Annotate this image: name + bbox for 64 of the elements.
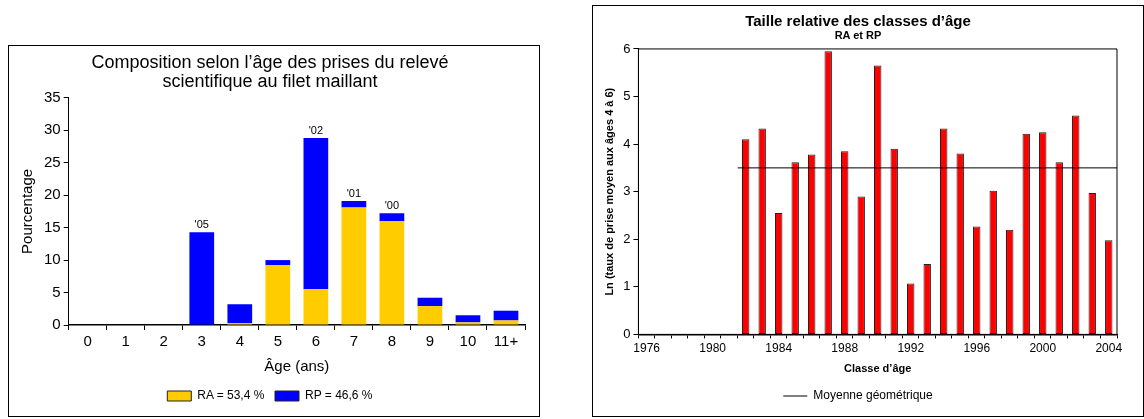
bar bbox=[227, 304, 253, 324]
x-tick-label: 1 bbox=[121, 332, 130, 350]
x-tick-label: 2004 bbox=[1095, 340, 1123, 355]
x-tick-label: 10 bbox=[459, 332, 477, 350]
y-tick-label: 35 bbox=[44, 87, 61, 105]
x-tick-label: 2 bbox=[159, 332, 168, 350]
x-tick-label: 7 bbox=[349, 332, 359, 350]
annotation: '01 bbox=[346, 186, 362, 199]
y-tick-label: 10 bbox=[44, 250, 61, 268]
x-tick-label: 4 bbox=[235, 332, 244, 350]
x-tick-label: 8 bbox=[387, 332, 397, 350]
chart-subtitle: RA et RP bbox=[834, 29, 882, 42]
y-tick-label: 20 bbox=[44, 185, 61, 203]
bar bbox=[493, 320, 519, 325]
x-axis-title: Âge (ans) bbox=[264, 357, 330, 375]
bar bbox=[303, 289, 329, 325]
y-tick-label: 0 bbox=[52, 315, 61, 333]
x-tick-label: 9 bbox=[425, 332, 435, 350]
y-tick-label: 30 bbox=[44, 120, 61, 138]
legend-label: RP = 46,6 % bbox=[305, 388, 373, 403]
x-tick-label: 2000 bbox=[1029, 340, 1057, 355]
y-tick-label: 5 bbox=[623, 88, 631, 104]
bar bbox=[341, 207, 367, 325]
bar bbox=[379, 213, 405, 222]
bar bbox=[379, 221, 405, 325]
y-tick-label: 3 bbox=[623, 183, 631, 199]
x-tick-label: 1988 bbox=[831, 340, 859, 355]
x-tick-label: 1984 bbox=[765, 340, 793, 355]
y-tick-label: 1 bbox=[623, 278, 631, 294]
bar bbox=[265, 260, 291, 266]
y-tick-label: 5 bbox=[52, 282, 61, 300]
x-tick-label: 0 bbox=[83, 332, 92, 350]
x-tick-label: 1976 bbox=[633, 340, 661, 355]
x-axis-title: Classe d’âge bbox=[844, 362, 912, 375]
legend-label: Moyenne géométrique bbox=[813, 388, 934, 403]
annotation: '02 bbox=[308, 123, 324, 136]
bar bbox=[265, 265, 291, 325]
y-tick-label: 25 bbox=[44, 152, 61, 170]
x-tick-label: 1980 bbox=[699, 340, 727, 355]
bar bbox=[341, 201, 367, 208]
annotation: '00 bbox=[384, 198, 400, 211]
bar bbox=[455, 322, 481, 325]
x-tick-label: 1992 bbox=[897, 340, 925, 355]
y-tick-label: 2 bbox=[623, 230, 631, 246]
bar bbox=[455, 315, 481, 323]
x-tick-label: 5 bbox=[273, 332, 282, 350]
chart-title: Composition selon l’âge des prises du relevé scientifique au filet maillant bbox=[91, 52, 449, 92]
x-tick-label: 11+ bbox=[493, 332, 519, 350]
bar bbox=[189, 232, 215, 325]
x-tick-label: 6 bbox=[311, 332, 321, 350]
y-axis-title: Ln (taux de prise moyen aux âges 4 à 6) bbox=[602, 87, 615, 296]
bar bbox=[493, 310, 519, 321]
chart-title: Taille relative des classes d’âge bbox=[745, 12, 971, 30]
y-axis-title: Pourcentage bbox=[18, 168, 36, 254]
legend-label: RA = 53,4 % bbox=[197, 388, 265, 403]
y-tick-label: 6 bbox=[623, 40, 631, 56]
x-tick-label: 3 bbox=[197, 332, 206, 350]
y-tick-label: 4 bbox=[623, 135, 631, 151]
bar bbox=[417, 297, 443, 307]
annotation: '05 bbox=[194, 217, 209, 230]
x-tick-label: 1996 bbox=[963, 340, 991, 355]
bar bbox=[417, 306, 443, 325]
bar bbox=[303, 138, 329, 290]
y-tick-label: 15 bbox=[44, 217, 61, 235]
